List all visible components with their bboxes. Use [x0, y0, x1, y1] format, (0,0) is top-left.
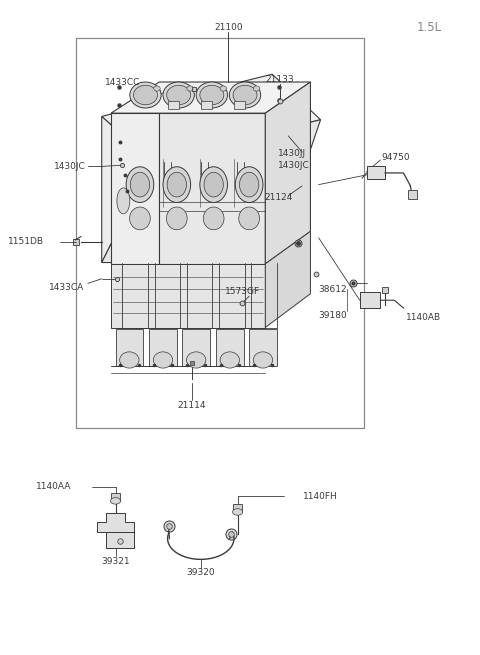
Ellipse shape	[120, 352, 139, 368]
Ellipse shape	[232, 509, 243, 515]
Polygon shape	[102, 74, 321, 162]
Text: 21124: 21124	[264, 193, 293, 202]
Polygon shape	[182, 329, 210, 366]
Ellipse shape	[200, 85, 224, 105]
Polygon shape	[97, 513, 134, 532]
Ellipse shape	[196, 82, 228, 108]
Bar	[234, 101, 245, 109]
Ellipse shape	[133, 85, 157, 105]
Ellipse shape	[253, 86, 260, 91]
Polygon shape	[272, 74, 321, 120]
Polygon shape	[249, 329, 277, 366]
Ellipse shape	[130, 172, 150, 197]
Ellipse shape	[117, 188, 130, 214]
Polygon shape	[233, 504, 242, 512]
Ellipse shape	[204, 172, 223, 197]
Ellipse shape	[130, 82, 161, 108]
Text: 1573GF: 1573GF	[225, 288, 260, 296]
Text: 1430JC: 1430JC	[278, 160, 310, 170]
Text: 1.5L: 1.5L	[416, 21, 442, 34]
Text: 21133: 21133	[266, 75, 294, 84]
Text: 39321: 39321	[101, 557, 130, 566]
Polygon shape	[102, 117, 152, 263]
Polygon shape	[102, 120, 321, 263]
Polygon shape	[116, 329, 143, 366]
Polygon shape	[149, 329, 177, 366]
Polygon shape	[216, 329, 244, 366]
Ellipse shape	[220, 86, 227, 91]
Text: 1140AB: 1140AB	[406, 313, 441, 322]
Text: 94750: 94750	[382, 153, 410, 162]
Text: 38612: 38612	[319, 286, 348, 294]
Ellipse shape	[220, 352, 240, 368]
Polygon shape	[111, 82, 311, 113]
Ellipse shape	[187, 86, 193, 91]
Ellipse shape	[204, 207, 224, 230]
Bar	[201, 101, 212, 109]
Text: 1140FH: 1140FH	[303, 492, 338, 501]
Text: 1140AA: 1140AA	[36, 482, 72, 491]
Ellipse shape	[167, 207, 187, 230]
Ellipse shape	[229, 82, 261, 108]
Ellipse shape	[126, 167, 154, 202]
Bar	[168, 101, 179, 109]
Polygon shape	[265, 82, 311, 264]
Ellipse shape	[240, 172, 259, 197]
Ellipse shape	[239, 207, 260, 230]
Ellipse shape	[153, 352, 173, 368]
Polygon shape	[111, 493, 120, 501]
Polygon shape	[111, 264, 265, 328]
Text: 1151DB: 1151DB	[8, 237, 44, 246]
Text: 1433CC: 1433CC	[105, 78, 140, 87]
Ellipse shape	[186, 352, 206, 368]
Ellipse shape	[163, 167, 191, 202]
Polygon shape	[367, 166, 385, 179]
Text: 1430JC: 1430JC	[54, 162, 85, 171]
Ellipse shape	[167, 172, 186, 197]
Polygon shape	[159, 113, 265, 264]
Ellipse shape	[110, 498, 120, 504]
Text: 39320: 39320	[186, 569, 215, 578]
Polygon shape	[106, 532, 134, 548]
Ellipse shape	[154, 86, 160, 91]
Ellipse shape	[130, 207, 150, 230]
Ellipse shape	[233, 85, 257, 105]
Ellipse shape	[200, 167, 228, 202]
Text: 39180: 39180	[319, 311, 348, 320]
Polygon shape	[265, 231, 311, 328]
Ellipse shape	[167, 85, 191, 105]
Text: 1433CA: 1433CA	[49, 283, 84, 291]
Text: 21100: 21100	[214, 23, 243, 32]
Polygon shape	[111, 113, 159, 264]
Ellipse shape	[253, 352, 273, 368]
Text: 1430JJ: 1430JJ	[278, 149, 306, 158]
Bar	[76, 39, 364, 428]
Polygon shape	[360, 291, 381, 308]
Text: 21114: 21114	[177, 401, 206, 410]
Ellipse shape	[235, 167, 263, 202]
Polygon shape	[408, 190, 417, 199]
Ellipse shape	[163, 82, 194, 108]
